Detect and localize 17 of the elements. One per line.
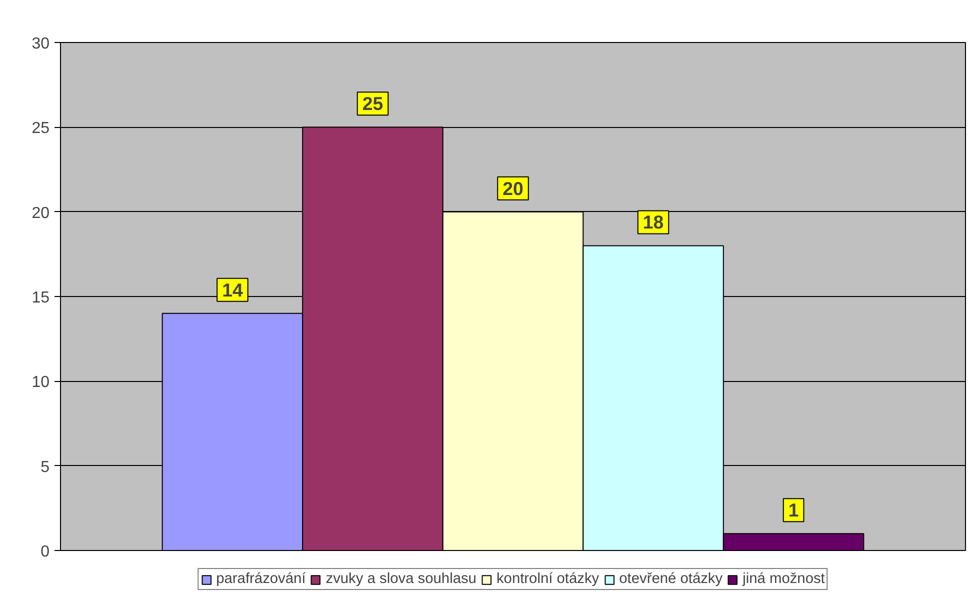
y-tick-label: 5 [40,458,50,476]
data-label: 14 [222,279,244,300]
data-label: 25 [362,93,384,114]
legend-label: kontrolní otázky [496,571,600,587]
legend-label: otevřené otázky [619,571,723,587]
data-label: 1 [788,500,799,521]
y-tick-label: 30 [32,36,50,52]
data-label: 18 [642,212,664,233]
data-label: 20 [502,178,524,199]
legend-label: zvuky a slova souhlasu [326,571,476,587]
y-tick-label: 0 [40,544,50,560]
legend-label: parafrázování [216,571,306,587]
legend-label: jiná možnost [742,571,825,587]
y-tick-label: 25 [32,120,50,138]
y-tick-label: 20 [32,204,50,222]
y-tick-label: 15 [32,290,50,306]
y-tick-label: 10 [32,374,50,392]
